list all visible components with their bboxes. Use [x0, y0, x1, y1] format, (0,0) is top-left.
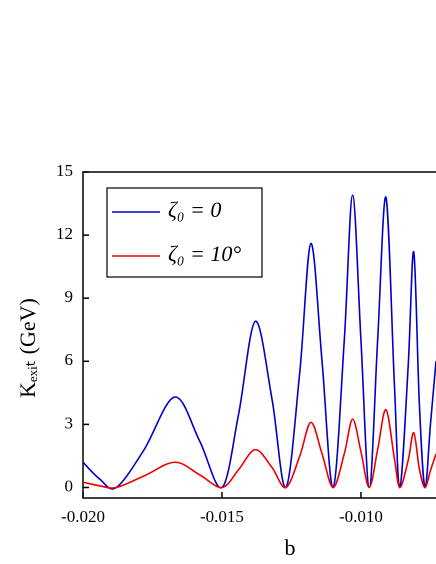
data-line — [83, 408, 436, 489]
plot-area — [83, 194, 436, 490]
legend-label: ζ₀ = 10° — [168, 241, 241, 266]
y-tick-label: 3 — [65, 413, 74, 432]
axis-frame — [82, 171, 436, 499]
y-tick-label: 12 — [56, 224, 73, 243]
x-tick-label: -0.015 — [200, 507, 244, 526]
y-axis-title: Kₑₓᵢₜ (GeV) — [15, 298, 40, 398]
legend-label: ζ₀ = 0 — [168, 197, 221, 222]
y-tick-label: 9 — [65, 287, 74, 306]
y-tick-label: 15 — [56, 161, 73, 180]
y-tick-label: 0 — [65, 476, 74, 495]
y-tick-label: 6 — [65, 350, 74, 369]
x-tick-label: -0.020 — [61, 507, 105, 526]
x-axis-title: b — [285, 535, 296, 560]
x-tick-label: -0.010 — [339, 507, 383, 526]
legend-box — [106, 187, 263, 278]
